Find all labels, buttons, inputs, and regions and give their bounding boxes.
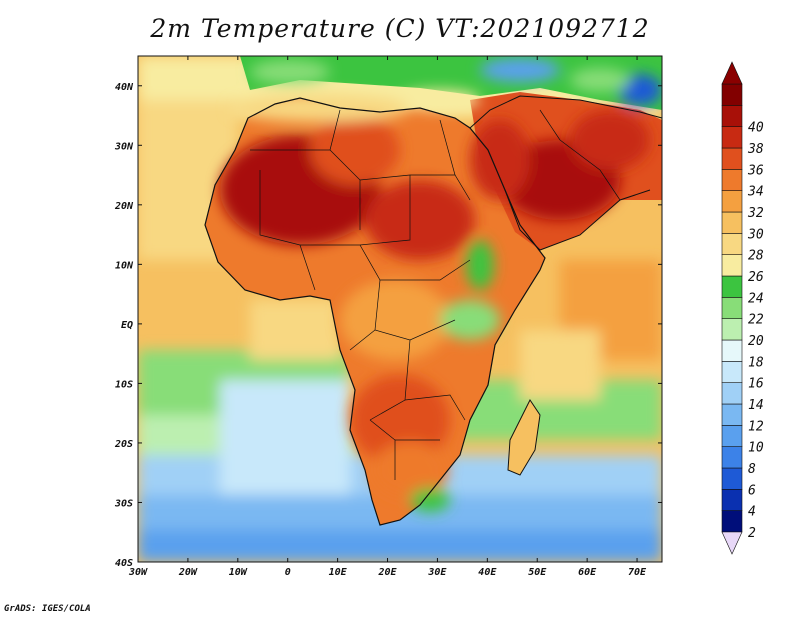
lon-label: 30W bbox=[128, 567, 148, 578]
colorbar-swatch bbox=[721, 297, 743, 319]
map-frame bbox=[137, 55, 663, 563]
colorbar-label: 8 bbox=[748, 462, 756, 477]
lat-label: EQ bbox=[121, 320, 133, 331]
colorbar-swatch bbox=[721, 190, 743, 213]
colorbar-label: 22 bbox=[748, 313, 764, 328]
colorbar-under-arrow bbox=[721, 531, 743, 555]
colorbar-swatch bbox=[721, 510, 743, 533]
lon-label: 70E bbox=[628, 567, 647, 578]
colorbar-label: 12 bbox=[748, 419, 764, 434]
colorbar-label: 4 bbox=[748, 505, 756, 520]
lon-label: 10E bbox=[329, 567, 348, 578]
chart-title: 2m Temperature (C) VT:2021092712 bbox=[150, 14, 650, 43]
colorbar-label: 34 bbox=[747, 185, 764, 200]
colorbar-label: 40 bbox=[748, 121, 764, 136]
credit-label: GrADS: IGES/COLA bbox=[4, 604, 91, 614]
colorbar-over-arrow bbox=[721, 61, 743, 85]
colorbar-swatch bbox=[721, 446, 743, 469]
colorbar-swatch bbox=[721, 425, 743, 447]
lon-label: 40E bbox=[478, 567, 497, 578]
colorbar-label: 16 bbox=[748, 377, 764, 392]
colorbar-swatch bbox=[721, 233, 743, 255]
lat-label: 40S bbox=[115, 558, 133, 569]
colorbar-swatch bbox=[721, 147, 743, 170]
lon-label: 20W bbox=[178, 567, 198, 578]
colorbar-swatch bbox=[721, 126, 743, 149]
colorbar-swatch bbox=[721, 467, 743, 490]
lat-label: 30S bbox=[114, 498, 133, 509]
country-borders bbox=[250, 109, 621, 480]
colorbar-label: 18 bbox=[748, 355, 764, 370]
colorbar-label: 10 bbox=[748, 441, 764, 456]
colorbar-swatch bbox=[721, 105, 743, 127]
colorbar-label: 6 bbox=[748, 483, 756, 498]
colorbar-swatch bbox=[721, 211, 743, 234]
colorbar-swatch bbox=[721, 403, 743, 426]
colorbar-swatch bbox=[721, 254, 743, 277]
colorbar-swatch bbox=[721, 169, 743, 191]
temperature-field bbox=[138, 56, 662, 562]
colorbar-swatch bbox=[721, 361, 743, 383]
madagascar-land bbox=[508, 400, 540, 475]
colorbar-label: 30 bbox=[747, 227, 764, 242]
lon-label: 30E bbox=[427, 567, 447, 578]
lon-label: 0 bbox=[285, 567, 291, 578]
coastline-madagascar bbox=[507, 399, 541, 476]
colorbar-swatch bbox=[721, 339, 743, 362]
colorbar-swatch bbox=[721, 318, 743, 341]
colorbar-label: 24 bbox=[748, 291, 764, 306]
colorbar-label: 26 bbox=[748, 270, 764, 285]
colorbar-swatch bbox=[721, 83, 743, 106]
lat-label: 20N bbox=[114, 201, 134, 212]
lon-label: 20E bbox=[377, 567, 397, 578]
colorbar-swatch bbox=[721, 275, 743, 298]
colorbar-swatch bbox=[721, 489, 743, 511]
lat-label: 20S bbox=[114, 439, 133, 450]
colorbar-label: 28 bbox=[748, 249, 764, 264]
colorbar-label: 32 bbox=[747, 206, 764, 221]
colorbar-label: 38 bbox=[747, 142, 764, 157]
colorbar-label: 36 bbox=[747, 163, 764, 178]
lon-label: 10W bbox=[229, 567, 248, 578]
lat-label: 30N bbox=[114, 141, 134, 152]
lat-label: 10N bbox=[115, 260, 134, 271]
lat-label: 40N bbox=[115, 82, 134, 93]
coastline-arabia bbox=[469, 95, 662, 251]
colorbar-label: 2 bbox=[748, 526, 756, 541]
lon-label: 50E bbox=[528, 567, 547, 578]
lon-label: 60E bbox=[578, 567, 597, 578]
colorbar-swatch bbox=[721, 382, 743, 405]
colorbar-label: 20 bbox=[748, 334, 764, 349]
lat-label: 10S bbox=[115, 379, 133, 390]
colorbar-label: 14 bbox=[748, 398, 764, 413]
coastline-africa bbox=[204, 97, 546, 526]
